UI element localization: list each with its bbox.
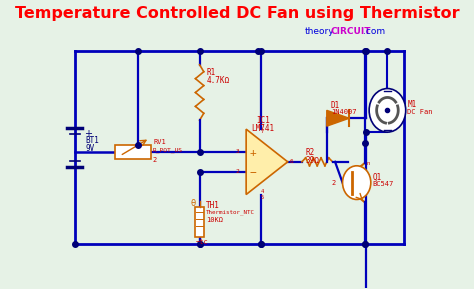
Text: 4: 4 [261,188,264,194]
Text: Q1: Q1 [373,173,382,182]
Text: R_POT_US: R_POT_US [153,147,183,153]
Text: 7: 7 [261,129,264,134]
Text: 1N4007: 1N4007 [331,109,356,115]
Text: IC1: IC1 [256,116,270,125]
Text: .com: .com [364,27,385,36]
Text: −: − [249,168,256,178]
Text: RV1: RV1 [153,139,166,145]
Text: +: + [84,129,92,139]
Text: D1: D1 [331,101,340,110]
Text: 4.7KΩ: 4.7KΩ [206,76,229,85]
Text: 6: 6 [289,159,293,164]
Text: CIRCUIT: CIRCUIT [330,27,371,36]
Text: 2: 2 [332,180,336,186]
Text: θ: θ [191,199,196,208]
Text: +: + [249,148,256,158]
Text: 3: 3 [236,149,239,154]
Circle shape [369,88,406,132]
Polygon shape [327,110,349,126]
Bar [115,145,151,159]
Text: 10KΩ: 10KΩ [206,217,223,223]
Text: TH1: TH1 [206,201,220,210]
Text: 2: 2 [152,157,156,163]
Text: BT1: BT1 [86,136,100,144]
Text: LM741: LM741 [251,124,274,133]
Text: 2: 2 [236,169,239,174]
Circle shape [343,166,371,199]
Text: DC Fan: DC Fan [407,109,433,115]
Text: Thermistor_NTC: Thermistor_NTC [206,209,255,215]
Text: Temperature Controlled DC Fan using Thermistor: Temperature Controlled DC Fan using Ther… [15,6,459,21]
Text: M1: M1 [407,101,417,110]
Text: theory: theory [304,27,334,36]
Text: R1: R1 [206,68,216,77]
Bar [195,208,204,237]
Polygon shape [246,129,288,194]
Text: R2: R2 [306,148,315,157]
Text: 39Ω: 39Ω [306,156,320,165]
Text: −tc: −tc [195,239,208,245]
Text: n: n [367,161,370,166]
Text: BC547: BC547 [373,181,394,187]
Text: 9V: 9V [86,144,95,153]
Text: 5: 5 [261,194,264,199]
